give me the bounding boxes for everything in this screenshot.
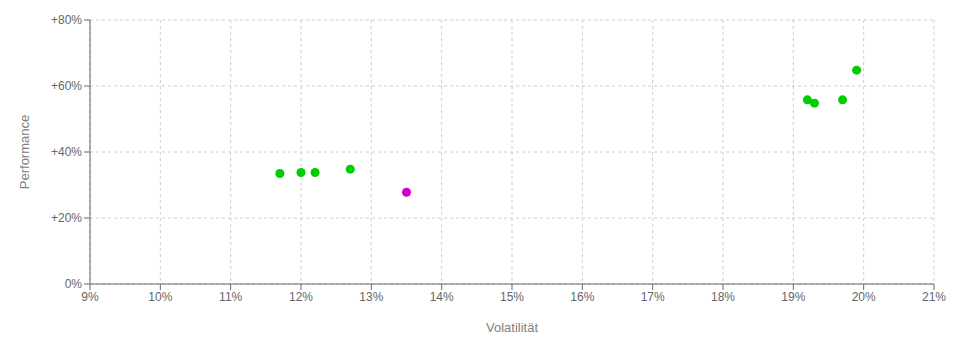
svg-text:0%: 0% (65, 277, 83, 291)
svg-text:9%: 9% (81, 290, 99, 304)
svg-text:Performance: Performance (17, 115, 32, 189)
svg-text:15%: 15% (500, 290, 524, 304)
svg-text:21%: 21% (922, 290, 946, 304)
svg-text:11%: 11% (219, 290, 242, 304)
svg-text:13%: 13% (359, 290, 383, 304)
svg-text:19%: 19% (781, 290, 805, 304)
svg-text:18%: 18% (711, 290, 735, 304)
svg-text:14%: 14% (430, 290, 454, 304)
svg-text:16%: 16% (570, 290, 594, 304)
svg-text:20%: 20% (852, 290, 876, 304)
svg-text:Volatilität: Volatilität (486, 320, 538, 335)
svg-text:12%: 12% (289, 290, 313, 304)
svg-text:+20%: +20% (51, 211, 82, 225)
svg-text:+60%: +60% (51, 79, 82, 93)
svg-text:+40%: +40% (51, 145, 82, 159)
svg-text:10%: 10% (148, 290, 172, 304)
svg-text:+80%: +80% (51, 13, 82, 27)
svg-text:17%: 17% (641, 290, 665, 304)
